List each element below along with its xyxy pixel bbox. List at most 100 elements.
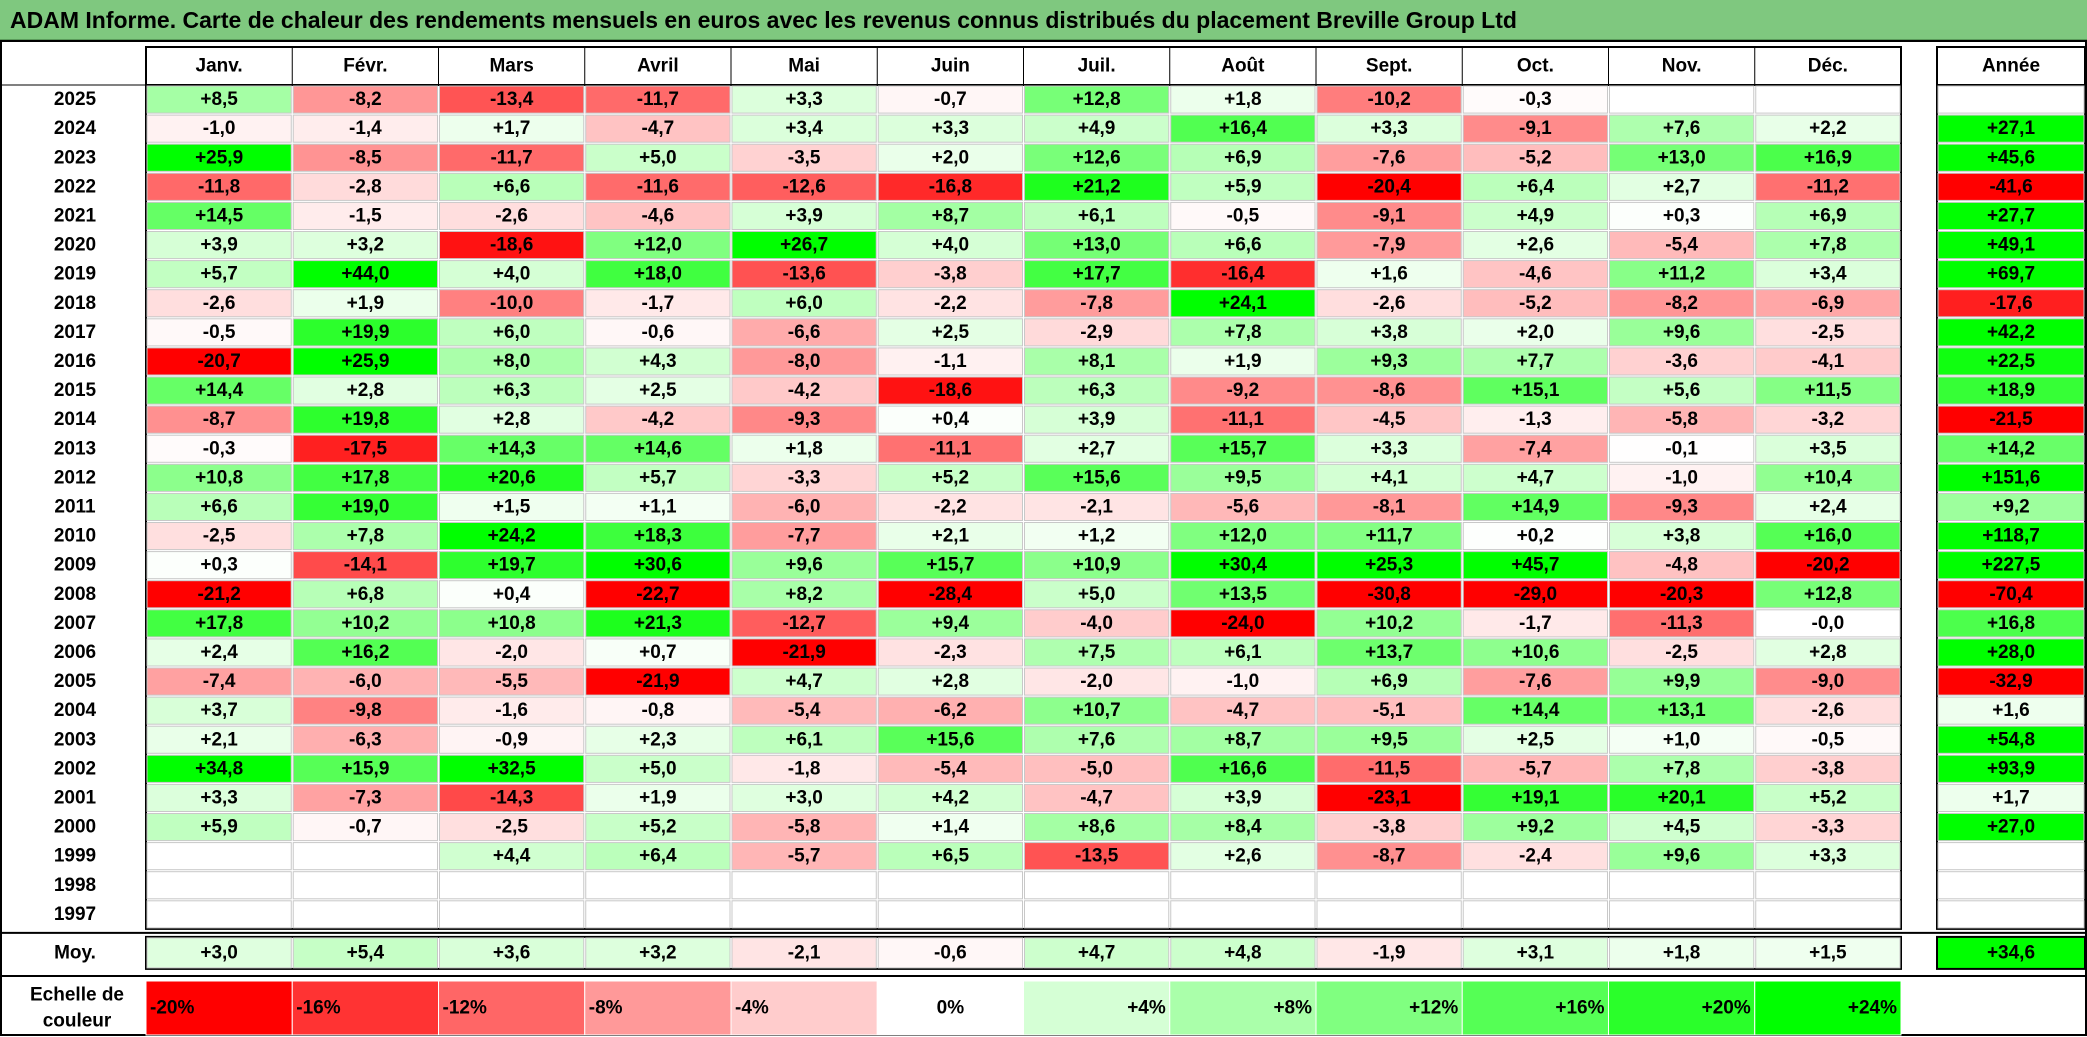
heatmap-cell [439,492,585,521]
average-annual-cell [1936,935,2086,970]
cell-value: +1,9 [1224,351,1262,372]
cell-value: -23,1 [1367,787,1411,808]
heatmap-cell [439,696,585,725]
cell-value: +15,1 [1511,380,1560,401]
cell-value: +19,7 [488,555,536,576]
annual-value: +27,0 [1987,817,2035,838]
heatmap-cell [292,231,438,260]
heatmap-cell [1609,405,1755,434]
annual-cell [1937,696,2085,725]
month-header-1: Janv. [196,56,243,77]
annual-cell [1937,725,2085,754]
cell-value: -0,7 [349,817,382,838]
heatmap-cell [439,85,585,114]
row-year-2011: 2011 [54,496,96,517]
cell-value: +12,8 [1804,584,1852,605]
heatmap-cell [1609,900,1755,929]
heatmap-cell [292,725,438,754]
cell-value: +2,5 [932,322,970,343]
cell-value: -20,7 [197,351,240,372]
scale-step-label: +16% [1555,998,1604,1019]
cell-value: +10,8 [488,613,536,634]
cell-value: -12,7 [782,613,825,634]
heatmap-cell [731,638,877,667]
cell-value: -9,1 [1519,118,1552,139]
heatmap-cell [439,813,585,842]
heatmap-cell [1024,463,1170,492]
average-value: +3,6 [493,942,531,963]
heatmap-cell [585,871,731,900]
cell-value: -3,8 [934,264,967,285]
heatmap-cell [1755,114,1901,143]
average-value: +3,0 [200,942,238,963]
cell-value: +32,5 [488,758,537,779]
average-value: +1,5 [1809,942,1847,963]
row-year-1998: 1998 [54,875,96,896]
heatmap-cell [146,900,292,929]
heatmap-cell [439,580,585,609]
heatmap-cell [1462,376,1608,405]
heatmap-cell [731,260,877,289]
heatmap-cell [1462,696,1608,725]
average-cell [439,937,585,969]
heatmap-cell [731,376,877,405]
cell-value: +30,6 [634,555,682,576]
heatmap-cell [1609,783,1755,813]
heatmap-cell [1170,114,1316,143]
cell-value: -20,4 [1367,176,1411,197]
cell-value: +2,4 [200,642,238,663]
cell-value: +4,4 [493,846,531,867]
cell-value: -7,4 [1519,438,1552,459]
cell-value: +15,7 [926,555,974,576]
annual-cell [1937,143,2085,172]
heatmap-cell [1170,231,1316,260]
cell-value: +6,6 [1224,235,1262,256]
cell-value: +24,1 [1219,293,1268,314]
heatmap-cell [1024,492,1170,521]
annual-cell [1937,85,2085,114]
heatmap-cell [146,376,292,405]
cell-value: -2,6 [203,293,236,314]
heatmap-cell [1170,347,1316,376]
heatmap-cell [146,638,292,667]
row-year-1997: 1997 [54,904,96,925]
annual-cell [1937,580,2085,609]
heatmap-cell [1462,871,1608,900]
cell-value: -2,9 [1080,322,1113,343]
annual-cell [1937,434,2085,463]
cell-value: -7,6 [1519,671,1552,692]
average-frame [145,935,1902,970]
heatmap-cell [439,725,585,754]
heatmap-cell [439,551,585,580]
row-year-2025: 2025 [54,89,97,110]
heatmap-cell [585,492,731,521]
heatmap-cell [292,172,438,201]
heatmap-cell [439,347,585,376]
cell-value: +4,3 [639,351,677,372]
cell-value: +5,2 [932,467,970,488]
cell-value: +3,3 [932,118,970,139]
cell-value: +10,4 [1804,467,1853,488]
cell-value: -2,4 [1519,846,1552,867]
average-cell [1316,937,1462,969]
heatmap-cell [585,842,731,871]
cell-value: +0,4 [493,584,531,605]
scale-swatch [1461,980,1609,1036]
heatmap-cell [1462,289,1608,318]
cell-value: +13,7 [1365,642,1413,663]
cell-value: +12,0 [1219,526,1267,547]
heatmap-cell [1462,900,1608,929]
cell-value: -1,6 [495,700,528,721]
annual-value: -17,6 [1989,293,2032,314]
heatmap-cell [439,289,585,318]
cell-value: +2,1 [200,729,238,750]
cell-value: +4,9 [1078,118,1116,139]
heatmap-cell [1609,289,1755,318]
row-year-2024: 2024 [54,118,97,139]
cell-value: -3,3 [788,467,821,488]
cell-value: -7,4 [203,671,236,692]
cell-value: +10,9 [1073,555,1121,576]
heatmap-cell [292,696,438,725]
cell-value: -4,0 [1080,613,1113,634]
cell-value: -3,2 [1812,409,1845,430]
